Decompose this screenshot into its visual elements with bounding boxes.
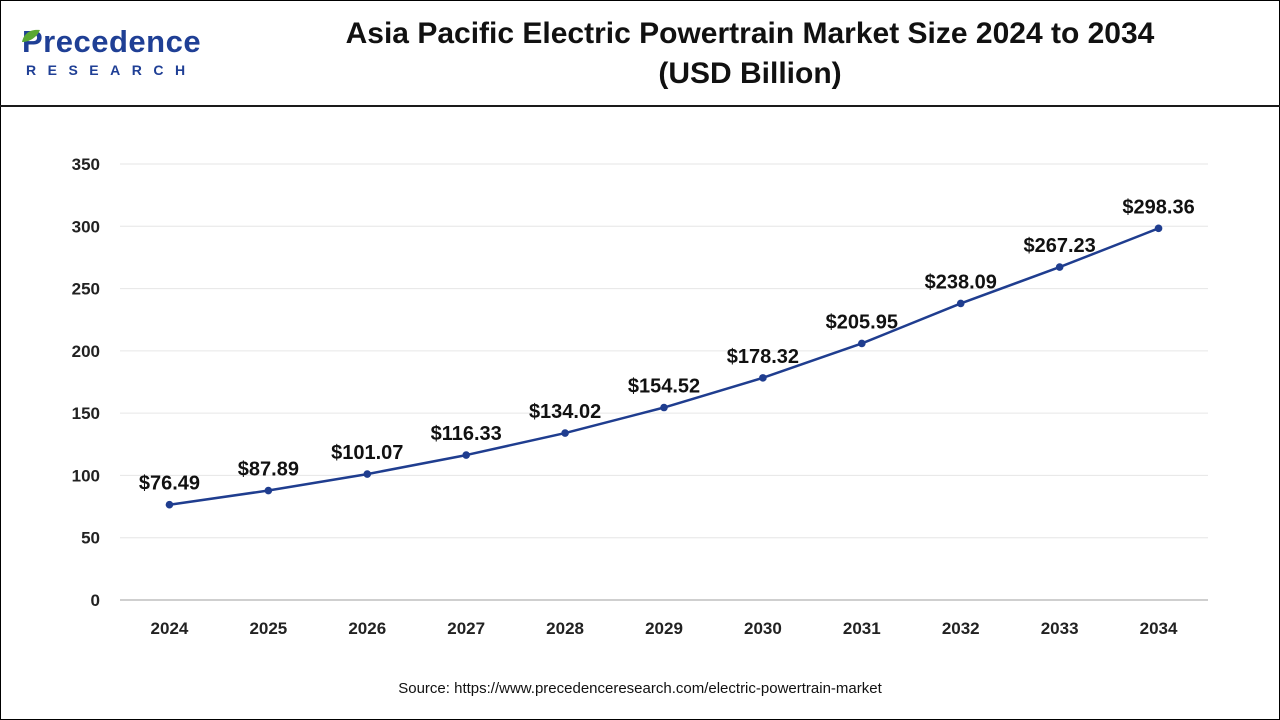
data-point xyxy=(660,403,668,412)
data-label: $134.02 xyxy=(529,401,601,423)
series-line xyxy=(169,227,1160,506)
x-tick-label: 2024 xyxy=(151,619,189,638)
x-tick-label: 2033 xyxy=(1041,619,1079,638)
x-axis-ticks: 2024 2025 2026 2027 2028 2029 2030 2031 2032 2033… xyxy=(151,619,1178,638)
x-tick-label: 2026 xyxy=(348,619,386,638)
data-labels: $76.49 $87.89 $101.07 $116.33 $134.02 $154.52… xyxy=(139,196,1195,494)
x-tick-label: 2032 xyxy=(942,619,980,638)
data-label: $76.49 xyxy=(139,473,200,495)
x-tick-label: 2027 xyxy=(447,619,485,638)
y-tick-label: 100 xyxy=(72,466,100,485)
data-point xyxy=(759,374,767,382)
logo-sub: RESEARCH xyxy=(26,62,197,78)
chart-title-line2: (USD Billion) xyxy=(658,57,842,90)
data-point xyxy=(1055,263,1064,271)
header: Precedence RESEARCH Asia Pacific Electri… xyxy=(0,0,1280,107)
data-label: $178.32 xyxy=(727,346,799,368)
data-label: $87.89 xyxy=(238,459,299,481)
x-tick-label: 2031 xyxy=(843,619,881,638)
source-text: Source: https://www.precedenceresearch.c… xyxy=(398,680,882,697)
y-tick-label: 50 xyxy=(81,529,100,548)
data-label: $116.33 xyxy=(431,423,502,445)
data-label: $267.23 xyxy=(1023,235,1095,257)
x-tick-label: 2030 xyxy=(744,619,782,638)
data-points xyxy=(165,224,1163,509)
data-point xyxy=(858,339,866,348)
y-tick-label: 300 xyxy=(72,217,100,236)
data-label: $101.07 xyxy=(331,442,403,464)
y-tick-label: 350 xyxy=(72,155,100,174)
data-label: $205.95 xyxy=(826,311,898,333)
x-tick-label: 2034 xyxy=(1140,619,1178,638)
x-tick-label: 2029 xyxy=(645,619,683,638)
data-point xyxy=(264,486,273,495)
y-tick-label: 200 xyxy=(72,342,100,361)
y-tick-label: 250 xyxy=(72,280,100,299)
y-tick-label: 150 xyxy=(72,404,100,423)
x-tick-label: 2028 xyxy=(546,619,584,638)
data-point xyxy=(956,299,965,308)
data-point xyxy=(462,451,470,459)
data-point xyxy=(165,500,174,509)
x-tick-label: 2025 xyxy=(249,619,287,638)
chart-title-line1: Asia Pacific Electric Powertrain Market … xyxy=(345,17,1155,50)
logo-name: Precedence xyxy=(22,24,202,59)
leaf-icon xyxy=(22,29,40,42)
gridlines xyxy=(120,163,1208,601)
chart-title: Asia Pacific Electric Powertrain Market … xyxy=(270,14,1230,94)
series-line-path xyxy=(169,227,1160,506)
data-point xyxy=(1154,224,1163,233)
y-tick-label: 0 xyxy=(91,591,100,610)
brand-logo: Precedence RESEARCH xyxy=(20,24,220,84)
data-point xyxy=(561,429,569,437)
data-label: $298.36 xyxy=(1122,196,1194,218)
y-axis-ticks: 0 50 100 150 200 250 300 350 xyxy=(72,155,100,610)
data-label: $154.52 xyxy=(628,376,700,398)
data-point xyxy=(363,470,372,478)
data-label: $238.09 xyxy=(925,271,997,293)
